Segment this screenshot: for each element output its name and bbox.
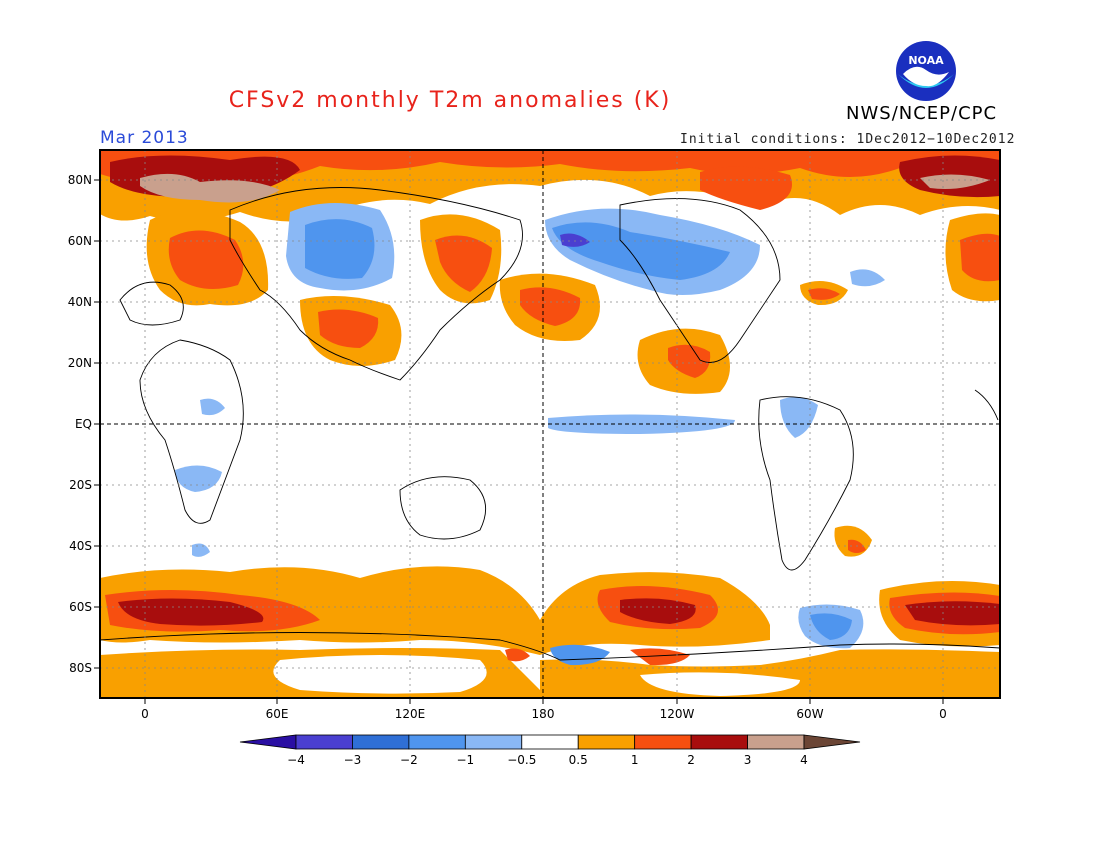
- lon-label: 0: [939, 707, 947, 721]
- lat-label: 20S: [69, 478, 92, 492]
- lon-label: 120W: [660, 707, 695, 721]
- lat-label: 40N: [68, 295, 92, 309]
- colorbar-swatch: [634, 734, 692, 750]
- initial-conditions: Initial conditions: 1Dec2012−10Dec2012: [680, 132, 1016, 147]
- forecast-period: Mar 2013: [100, 128, 189, 148]
- colorbar-swatch: [690, 734, 748, 750]
- north-pacific-cold-region: [545, 208, 885, 295]
- colorbar-label: −1: [456, 753, 474, 767]
- coastlines: [100, 187, 1000, 661]
- colorbar: −4 −3 −2 −1 −0.5 0.5 1 2 3 4: [239, 734, 861, 767]
- siberia-cold-region: [286, 202, 395, 291]
- mexico-warm-region: [637, 328, 730, 394]
- anomaly-field: [100, 150, 1000, 698]
- antarctic-region: [100, 604, 1000, 698]
- north-atlantic-warm-region: [800, 281, 848, 306]
- lon-label: 0: [141, 707, 149, 721]
- lat-label: 40S: [69, 539, 92, 553]
- longitude-ticks: 0 60E 120E 180 120W 60W 0: [141, 698, 947, 721]
- lat-label: 20N: [68, 356, 92, 370]
- colorbar-label: 2: [687, 753, 695, 767]
- colorbar-label: −3: [344, 753, 362, 767]
- lon-label: 180: [532, 707, 555, 721]
- map-title: CFSv2 monthly T2m anomalies (K): [228, 88, 672, 113]
- colorbar-swatch: [747, 734, 805, 750]
- europe-warm-region: [146, 210, 1000, 306]
- colorbar-high-arrow: [803, 734, 861, 750]
- scattered-cold-spots: [175, 396, 818, 557]
- colorbar-low-arrow: [239, 734, 297, 750]
- colorbar-label: −0.5: [507, 753, 536, 767]
- lon-label: 120E: [395, 707, 426, 721]
- lat-label: 80N: [68, 173, 92, 187]
- colorbar-label: 4: [800, 753, 808, 767]
- lat-label: 80S: [69, 661, 92, 675]
- graticule: [100, 150, 1000, 698]
- arctic-warm-region: [100, 150, 1000, 222]
- colorbar-swatch: [521, 734, 579, 750]
- latitude-ticks: 80N 60N 40N 20N EQ 20S 40S 60S 80S: [68, 173, 100, 675]
- lat-label: EQ: [75, 417, 92, 431]
- colorbar-swatch: [464, 734, 523, 750]
- lat-label: 60S: [69, 600, 92, 614]
- equator-dateline: [100, 150, 1000, 698]
- noaa-logo-icon: NOAA: [896, 41, 956, 101]
- lon-label: 60W: [796, 707, 823, 721]
- agency-label: NWS/NCEP/CPC: [846, 103, 998, 124]
- colorbar-swatch: [577, 734, 636, 750]
- colorbar-swatch: [408, 734, 466, 750]
- colorbar-label: 3: [744, 753, 752, 767]
- colorbar-label: −2: [400, 753, 418, 767]
- noaa-logo-text: NOAA: [908, 54, 944, 67]
- colorbar-swatch: [295, 734, 353, 750]
- lat-label: 60N: [68, 234, 92, 248]
- colorbar-label: 0.5: [569, 753, 588, 767]
- colorbar-label: 1: [631, 753, 639, 767]
- colorbar-label: −4: [287, 753, 305, 767]
- lon-label: 60E: [266, 707, 289, 721]
- colorbar-swatch: [352, 734, 410, 750]
- asia-warm-region: [300, 214, 600, 366]
